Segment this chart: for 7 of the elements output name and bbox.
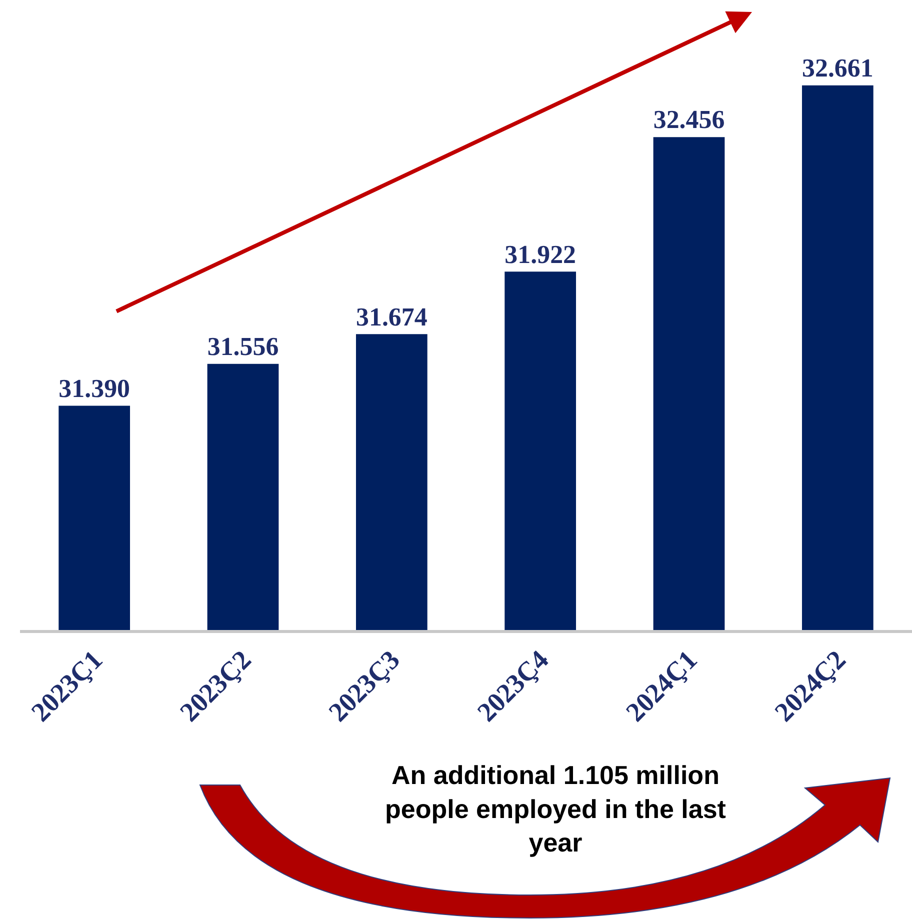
data-label: 31.390	[58, 374, 130, 403]
text: An additional 1.105 million people employed in the last year	[385, 760, 726, 858]
data-label: 31.922	[504, 240, 576, 269]
data-label: 32.456	[653, 105, 725, 134]
data-label: 31.674	[356, 302, 428, 332]
data-label: 31.556	[207, 332, 279, 362]
data-label: 32.661	[802, 54, 874, 83]
